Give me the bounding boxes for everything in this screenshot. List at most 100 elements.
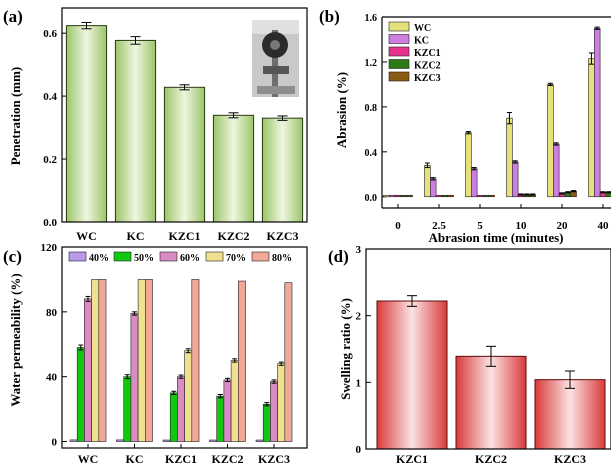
panel-b-error-bar (424, 162, 430, 169)
ytick-label: 0.2 (43, 154, 57, 166)
panel-b-error-bar (559, 192, 565, 195)
panel-b-xlabel: Abrasion time (minutes) (428, 230, 563, 245)
panel-d-bar (455, 355, 527, 450)
ytick-label: 0.6 (43, 28, 57, 40)
panel-c-bar (145, 279, 153, 442)
panel-b-xtick-label: 2.5 (432, 220, 446, 232)
legend-label: 80% (272, 253, 292, 264)
panel-b-abrasion: (b) 0.0 0.4 0.8 1.2 1.6 0 2.5 5 10 20 40 Abrasion … (319, 7, 611, 245)
panel-d-xtick-label: KZC3 (554, 452, 586, 466)
panel-a-xtick-label: KZC3 (266, 229, 298, 243)
panel-b-bar (511, 161, 519, 198)
panel-c-bar (191, 279, 200, 442)
panel-b-error-bar (524, 193, 530, 196)
panel-d-bar (534, 379, 606, 450)
panel-a-bar (163, 86, 206, 223)
panel-c-bar (177, 376, 185, 442)
panel-d-ylabel: Swelling ratio (%) (338, 298, 353, 400)
legend-swatch (159, 251, 178, 262)
panel-b-error-bar (471, 167, 477, 171)
panel-c-bar (91, 279, 100, 442)
legend-swatch (205, 251, 224, 262)
ytick-label: 0 (356, 444, 362, 456)
panel-a-bar (65, 25, 108, 223)
panel-c-bar (76, 347, 85, 442)
panel-b-bar (383, 194, 390, 198)
panel-b-bar (388, 194, 396, 198)
panel-c-water-permeability: (c) 0 40 80 120 WC KC KZC1 KZC2 KZC3 Water perme… (3, 242, 308, 466)
panel-b-xtick-label: 0 (395, 220, 401, 232)
panel-c-error-bar (85, 295, 91, 302)
legend-swatch (388, 46, 410, 57)
ytick-label: 1.2 (365, 58, 378, 69)
ytick-label: 120 (41, 242, 58, 254)
panel-c-xtick-label: KZC3 (258, 452, 290, 466)
legend-label: WC (414, 23, 431, 34)
panel-b-bar (506, 117, 513, 198)
panel-a-bar (212, 114, 255, 223)
panel-d-swelling-ratio: (d) 0 1 2 3 KZC1 KZC2 KZC3 Swelling ratio (%) (328, 244, 611, 466)
panel-c-error-bar (185, 348, 191, 354)
legend-swatch (68, 251, 87, 262)
panel-d-error-bar (565, 370, 575, 389)
panel-c-bar (130, 313, 139, 442)
panel-b-bar (488, 194, 495, 198)
panel-c-bar (162, 439, 171, 442)
panel-b-error-bar (594, 26, 600, 30)
panel-a-error-bar (277, 115, 288, 121)
ytick-label: 0 (52, 437, 58, 449)
panel-c-bar (98, 279, 107, 442)
legend-swatch (388, 21, 410, 32)
panel-a-bar (114, 39, 157, 223)
panel-c-bar (284, 282, 293, 442)
legend-label: 70% (226, 253, 246, 264)
panel-c-legend: 40% 50% 60% 70% 80% (68, 251, 292, 264)
panel-c-bar (123, 376, 132, 442)
panel-c-bar (184, 350, 193, 442)
panel-b-error-bar (512, 160, 518, 164)
panel-d-bar (376, 300, 448, 450)
panel-c-bar (137, 279, 146, 442)
panel-b-bar (447, 194, 454, 198)
panel-b-error-bar (600, 191, 606, 194)
panel-d-label: (d) (328, 247, 349, 266)
panel-c-error-bar (124, 374, 130, 380)
legend-swatch (388, 59, 410, 69)
panel-b-bar (552, 143, 560, 198)
legend-label: 40% (89, 253, 109, 264)
panel-b-error-bar (571, 190, 577, 193)
panel-b-error-bar (565, 191, 571, 194)
legend-swatch (251, 251, 270, 262)
panel-b-bar (435, 194, 443, 198)
panel-b-bar (547, 84, 554, 198)
panel-a-error-bar (130, 36, 141, 45)
panel-b-error-bar (465, 131, 471, 135)
penetrometer-photo (252, 20, 299, 97)
panel-c-bar (116, 439, 124, 442)
legend-label: KZC3 (414, 73, 441, 84)
ytick-label: 1 (356, 377, 362, 389)
panel-c-bar (255, 439, 264, 442)
legend-label: 50% (134, 253, 154, 264)
panel-c-error-bar (278, 361, 284, 366)
panel-c-error-bar (271, 379, 277, 384)
panel-c-error-bar (225, 377, 230, 383)
ytick-label: 0.0 (365, 193, 378, 204)
ytick-label: 0.4 (365, 148, 378, 159)
panel-b-ylabel: Abrasion (%) (334, 72, 349, 148)
ytick-label: 0.4 (43, 91, 57, 103)
panel-b-bar (465, 132, 472, 198)
panel-c-bar (223, 379, 232, 442)
legend-label: KZC1 (414, 48, 441, 59)
ytick-label: 80 (46, 307, 58, 319)
ytick-label: 1.6 (365, 13, 378, 24)
panel-c-ylabel: Water permeability (%) (8, 273, 23, 406)
ytick-label: 2 (356, 311, 362, 323)
panel-c-xtick-label: KZC1 (165, 452, 197, 466)
panel-b-bar (406, 194, 413, 198)
panel-b-error-bar (547, 82, 553, 87)
panel-c-label: (c) (3, 247, 22, 266)
panel-b-bar (429, 178, 437, 198)
panel-a-bar (261, 117, 304, 223)
